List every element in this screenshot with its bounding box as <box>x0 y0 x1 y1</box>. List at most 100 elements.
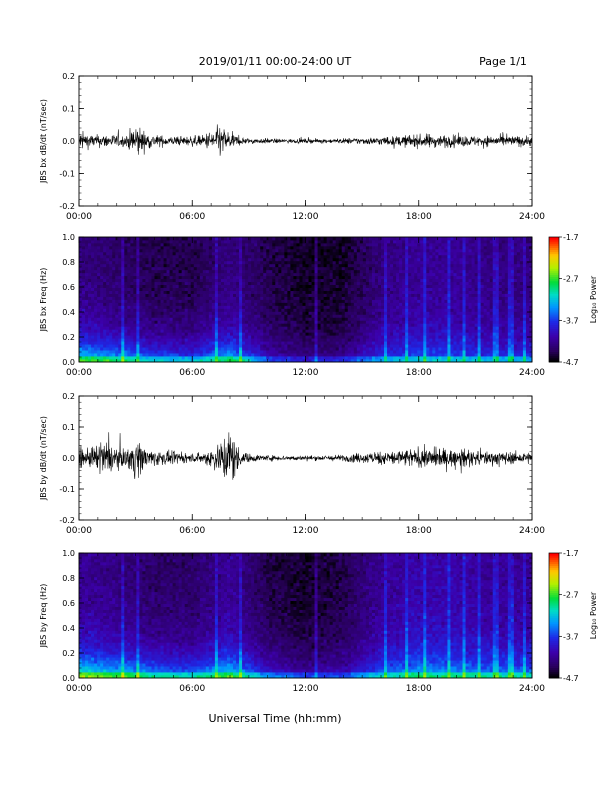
heat-cell <box>359 359 364 363</box>
heat-cell <box>356 359 361 363</box>
heat-cell <box>423 248 427 253</box>
heat-cell <box>163 347 167 351</box>
heat-cell <box>127 293 131 297</box>
heat-cell <box>230 272 234 277</box>
heat-cell <box>266 308 270 312</box>
heat-cell <box>257 251 261 256</box>
heat-cell <box>157 311 161 315</box>
heat-cell <box>390 287 394 291</box>
heat-cell <box>311 239 315 244</box>
heat-cell <box>211 239 216 244</box>
heat-cell <box>100 323 104 327</box>
heat-cell <box>88 338 92 342</box>
heat-cell <box>187 248 192 253</box>
heat-cell <box>305 284 309 288</box>
heat-cell <box>223 344 228 348</box>
series-line-1 <box>78 124 533 156</box>
heat-cell <box>341 302 346 306</box>
heat-cell <box>399 344 403 348</box>
heat-cell <box>160 356 164 360</box>
heat-cell <box>230 293 234 297</box>
heat-cell <box>115 266 119 271</box>
heat-cell <box>290 260 294 265</box>
heat-cell <box>371 320 376 324</box>
heat-cell <box>299 248 303 253</box>
heat-cell <box>402 299 406 303</box>
heat-cell <box>181 287 186 291</box>
heat-cell <box>196 281 201 286</box>
heat-cell <box>260 257 264 262</box>
heat-cell <box>381 296 385 300</box>
heat-cell <box>390 263 394 268</box>
heat-cell <box>82 320 86 324</box>
heat-cell <box>353 260 358 265</box>
heat-cell <box>293 311 297 315</box>
heat-cell <box>284 323 288 327</box>
heat-cell <box>341 266 346 271</box>
heat-cell <box>100 293 104 297</box>
heat-cell <box>377 314 382 318</box>
heat-cell <box>263 326 267 330</box>
heat-cell <box>260 299 264 303</box>
heat-cell <box>405 245 409 250</box>
heat-cell <box>166 290 170 294</box>
heat-cell <box>184 314 189 318</box>
heat-cell <box>275 308 279 312</box>
heat-cell <box>260 272 264 277</box>
heat-cell <box>426 251 430 256</box>
heat-cell <box>381 323 385 327</box>
heat-cell <box>106 341 110 345</box>
heat-cell <box>293 326 297 330</box>
heat-cell <box>139 251 143 256</box>
heat-cell <box>97 287 101 291</box>
heat-cell <box>308 296 312 300</box>
heat-cell <box>91 320 95 324</box>
heat-cell <box>160 251 164 256</box>
heat-cell <box>353 338 358 342</box>
heat-cell <box>202 260 207 265</box>
heat-cell <box>178 254 183 259</box>
heat-cell <box>260 287 264 291</box>
heat-cell <box>335 278 340 283</box>
heat-cell <box>381 242 385 247</box>
heat-cell <box>166 272 170 277</box>
heat-cell <box>263 269 267 274</box>
heat-cell <box>82 245 86 250</box>
heat-cell <box>384 260 388 265</box>
heat-cell <box>169 242 174 247</box>
heat-cell <box>408 278 412 283</box>
heat-cell <box>248 263 252 268</box>
heat-cell <box>169 275 174 280</box>
heat-cell <box>142 281 146 286</box>
heat-cell <box>396 284 400 288</box>
heat-cell <box>211 275 216 280</box>
heat-cell <box>266 326 270 330</box>
heat-cell <box>254 320 258 324</box>
heat-cell <box>275 326 279 330</box>
heat-cell <box>236 245 240 250</box>
heat-cell <box>365 338 370 342</box>
heat-cell <box>326 311 331 315</box>
heat-cell <box>347 272 352 277</box>
heat-cell <box>115 254 119 259</box>
heat-cell <box>405 263 409 268</box>
heat-cell <box>344 260 349 265</box>
heat-cell <box>136 314 140 318</box>
heat-cell <box>230 350 234 354</box>
heat-cell <box>220 359 225 363</box>
heat-cell <box>130 359 134 363</box>
heat-cell <box>290 287 294 291</box>
heat-cell <box>335 332 340 336</box>
heat-cell <box>121 311 125 315</box>
heat-cell <box>136 263 140 268</box>
heat-cell <box>423 290 427 294</box>
heat-cell <box>245 299 249 303</box>
heat-cell <box>371 302 376 306</box>
heat-cell <box>220 245 225 250</box>
heat-cell <box>184 287 189 291</box>
heat-cell <box>417 266 421 271</box>
heat-cell <box>393 323 397 327</box>
heat-cell <box>181 254 186 259</box>
heat-cell <box>408 356 412 360</box>
heat-cell <box>82 317 86 321</box>
